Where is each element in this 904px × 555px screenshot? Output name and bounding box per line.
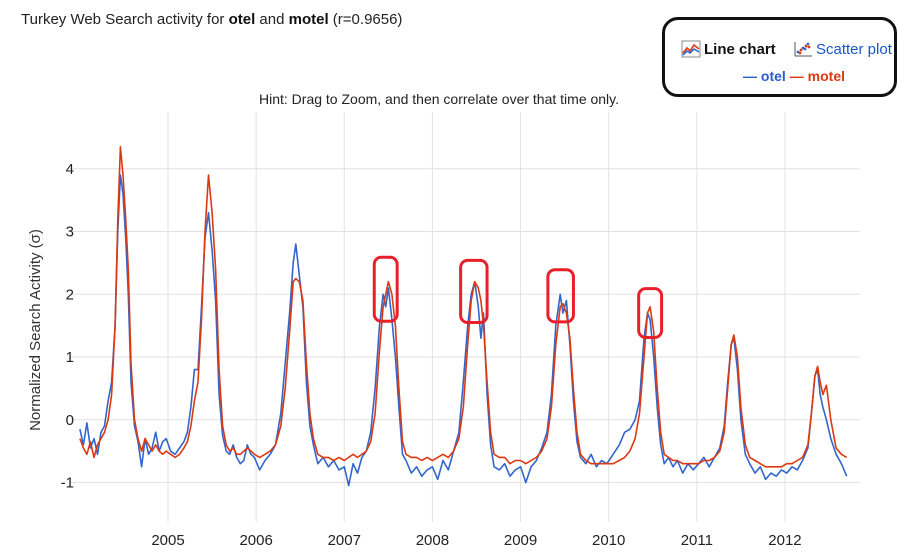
grid-lines xyxy=(70,112,860,522)
line-chart-icon xyxy=(681,40,701,58)
scatter-plot-tab[interactable]: Scatter plot xyxy=(793,40,892,58)
x-tick-label: 2006 xyxy=(239,532,272,549)
line-chart-tab[interactable]: Line chart xyxy=(681,40,776,58)
legend-entry-otel[interactable]: — otel xyxy=(743,68,786,84)
x-tick-label: 2011 xyxy=(681,532,713,549)
y-axis-ticks: -1 0 1 2 3 4 xyxy=(61,161,74,492)
highlight-box xyxy=(546,268,575,324)
title-prefix: Turkey Web Search activity for xyxy=(21,11,229,28)
title-term-otel: otel xyxy=(228,11,256,28)
highlight-box xyxy=(372,255,399,323)
x-tick-label: 2009 xyxy=(504,532,537,549)
title-suffix: (r=0.9656) xyxy=(328,11,403,28)
scatter-plot-icon xyxy=(794,42,812,57)
zoom-hint: Hint: Drag to Zoom, and then correlate o… xyxy=(259,91,620,107)
y-tick-label: 4 xyxy=(66,161,74,178)
highlight-box xyxy=(459,258,489,324)
x-tick-label: 2005 xyxy=(151,532,184,549)
y-tick-label: 3 xyxy=(66,224,74,241)
chart-title: Turkey Web Search activity for otel and … xyxy=(21,11,402,28)
title-middle: and xyxy=(255,11,289,28)
y-tick-label: 2 xyxy=(66,286,74,303)
x-tick-label: 2007 xyxy=(328,532,361,549)
y-tick-label: -1 xyxy=(61,475,74,492)
highlight-annotations xyxy=(372,255,664,340)
scatter-plot-label: Scatter plot xyxy=(816,41,892,58)
highlight-box xyxy=(637,287,664,340)
legend-entry-motel[interactable]: — motel xyxy=(789,68,846,84)
series-legend: — otel — motel xyxy=(743,68,845,84)
y-tick-label: 1 xyxy=(66,349,74,366)
legend-motel-label: motel xyxy=(807,68,846,84)
y-axis-label: Normalized Search Activity (σ) xyxy=(27,229,44,431)
x-tick-label: 2008 xyxy=(416,532,449,549)
title-term-motel: motel xyxy=(288,11,329,28)
x-tick-label: 2010 xyxy=(592,532,625,549)
y-tick-label: 0 xyxy=(66,412,74,429)
chart-type-legend-box: Line chart Scatter plot — otel — motel xyxy=(662,17,897,97)
series-line-otel[interactable] xyxy=(79,174,848,487)
x-axis-ticks: 2005 2006 2007 2008 2009 2010 2011 2012 xyxy=(151,532,801,549)
x-tick-label: 2012 xyxy=(768,532,801,549)
series-line-motel[interactable] xyxy=(79,146,848,468)
legend-otel-label: otel xyxy=(760,68,786,84)
line-chart-label: Line chart xyxy=(704,41,776,58)
series-lines xyxy=(79,146,848,487)
